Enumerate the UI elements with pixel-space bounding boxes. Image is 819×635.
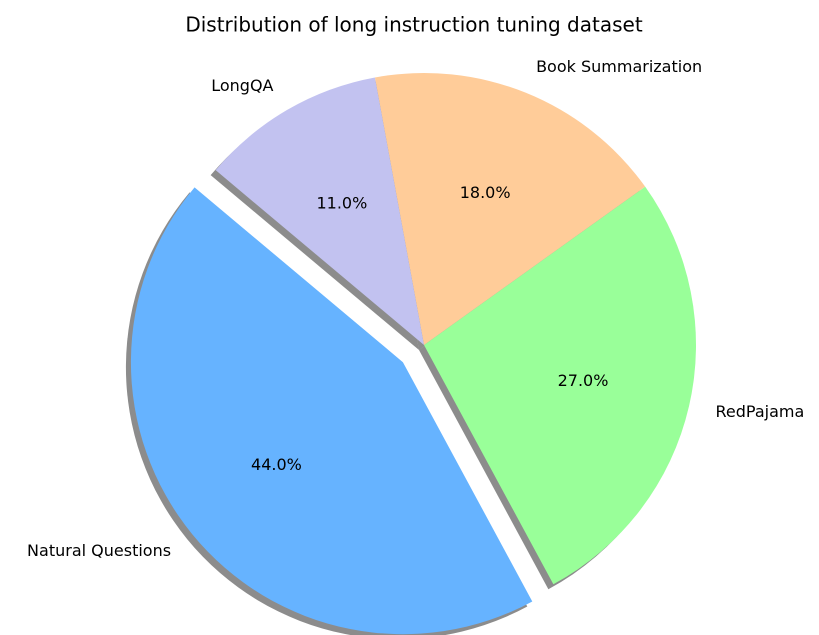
- value-label: 18.0%: [460, 183, 511, 202]
- wedge: [374, 73, 646, 346]
- value-label: 11.0%: [316, 193, 367, 212]
- value-label: 27.0%: [558, 371, 609, 390]
- chart-title: Distribution of long instruction tuning …: [185, 13, 643, 37]
- slice-label: Natural Questions: [27, 541, 171, 560]
- wedge: [130, 187, 533, 635]
- wedge: [215, 77, 424, 345]
- slice-label: Book Summarization: [536, 57, 702, 76]
- slice-label: RedPajama: [716, 402, 805, 421]
- value-label: 44.0%: [251, 455, 302, 474]
- slice-label: LongQA: [211, 76, 273, 95]
- wedge: [424, 186, 696, 585]
